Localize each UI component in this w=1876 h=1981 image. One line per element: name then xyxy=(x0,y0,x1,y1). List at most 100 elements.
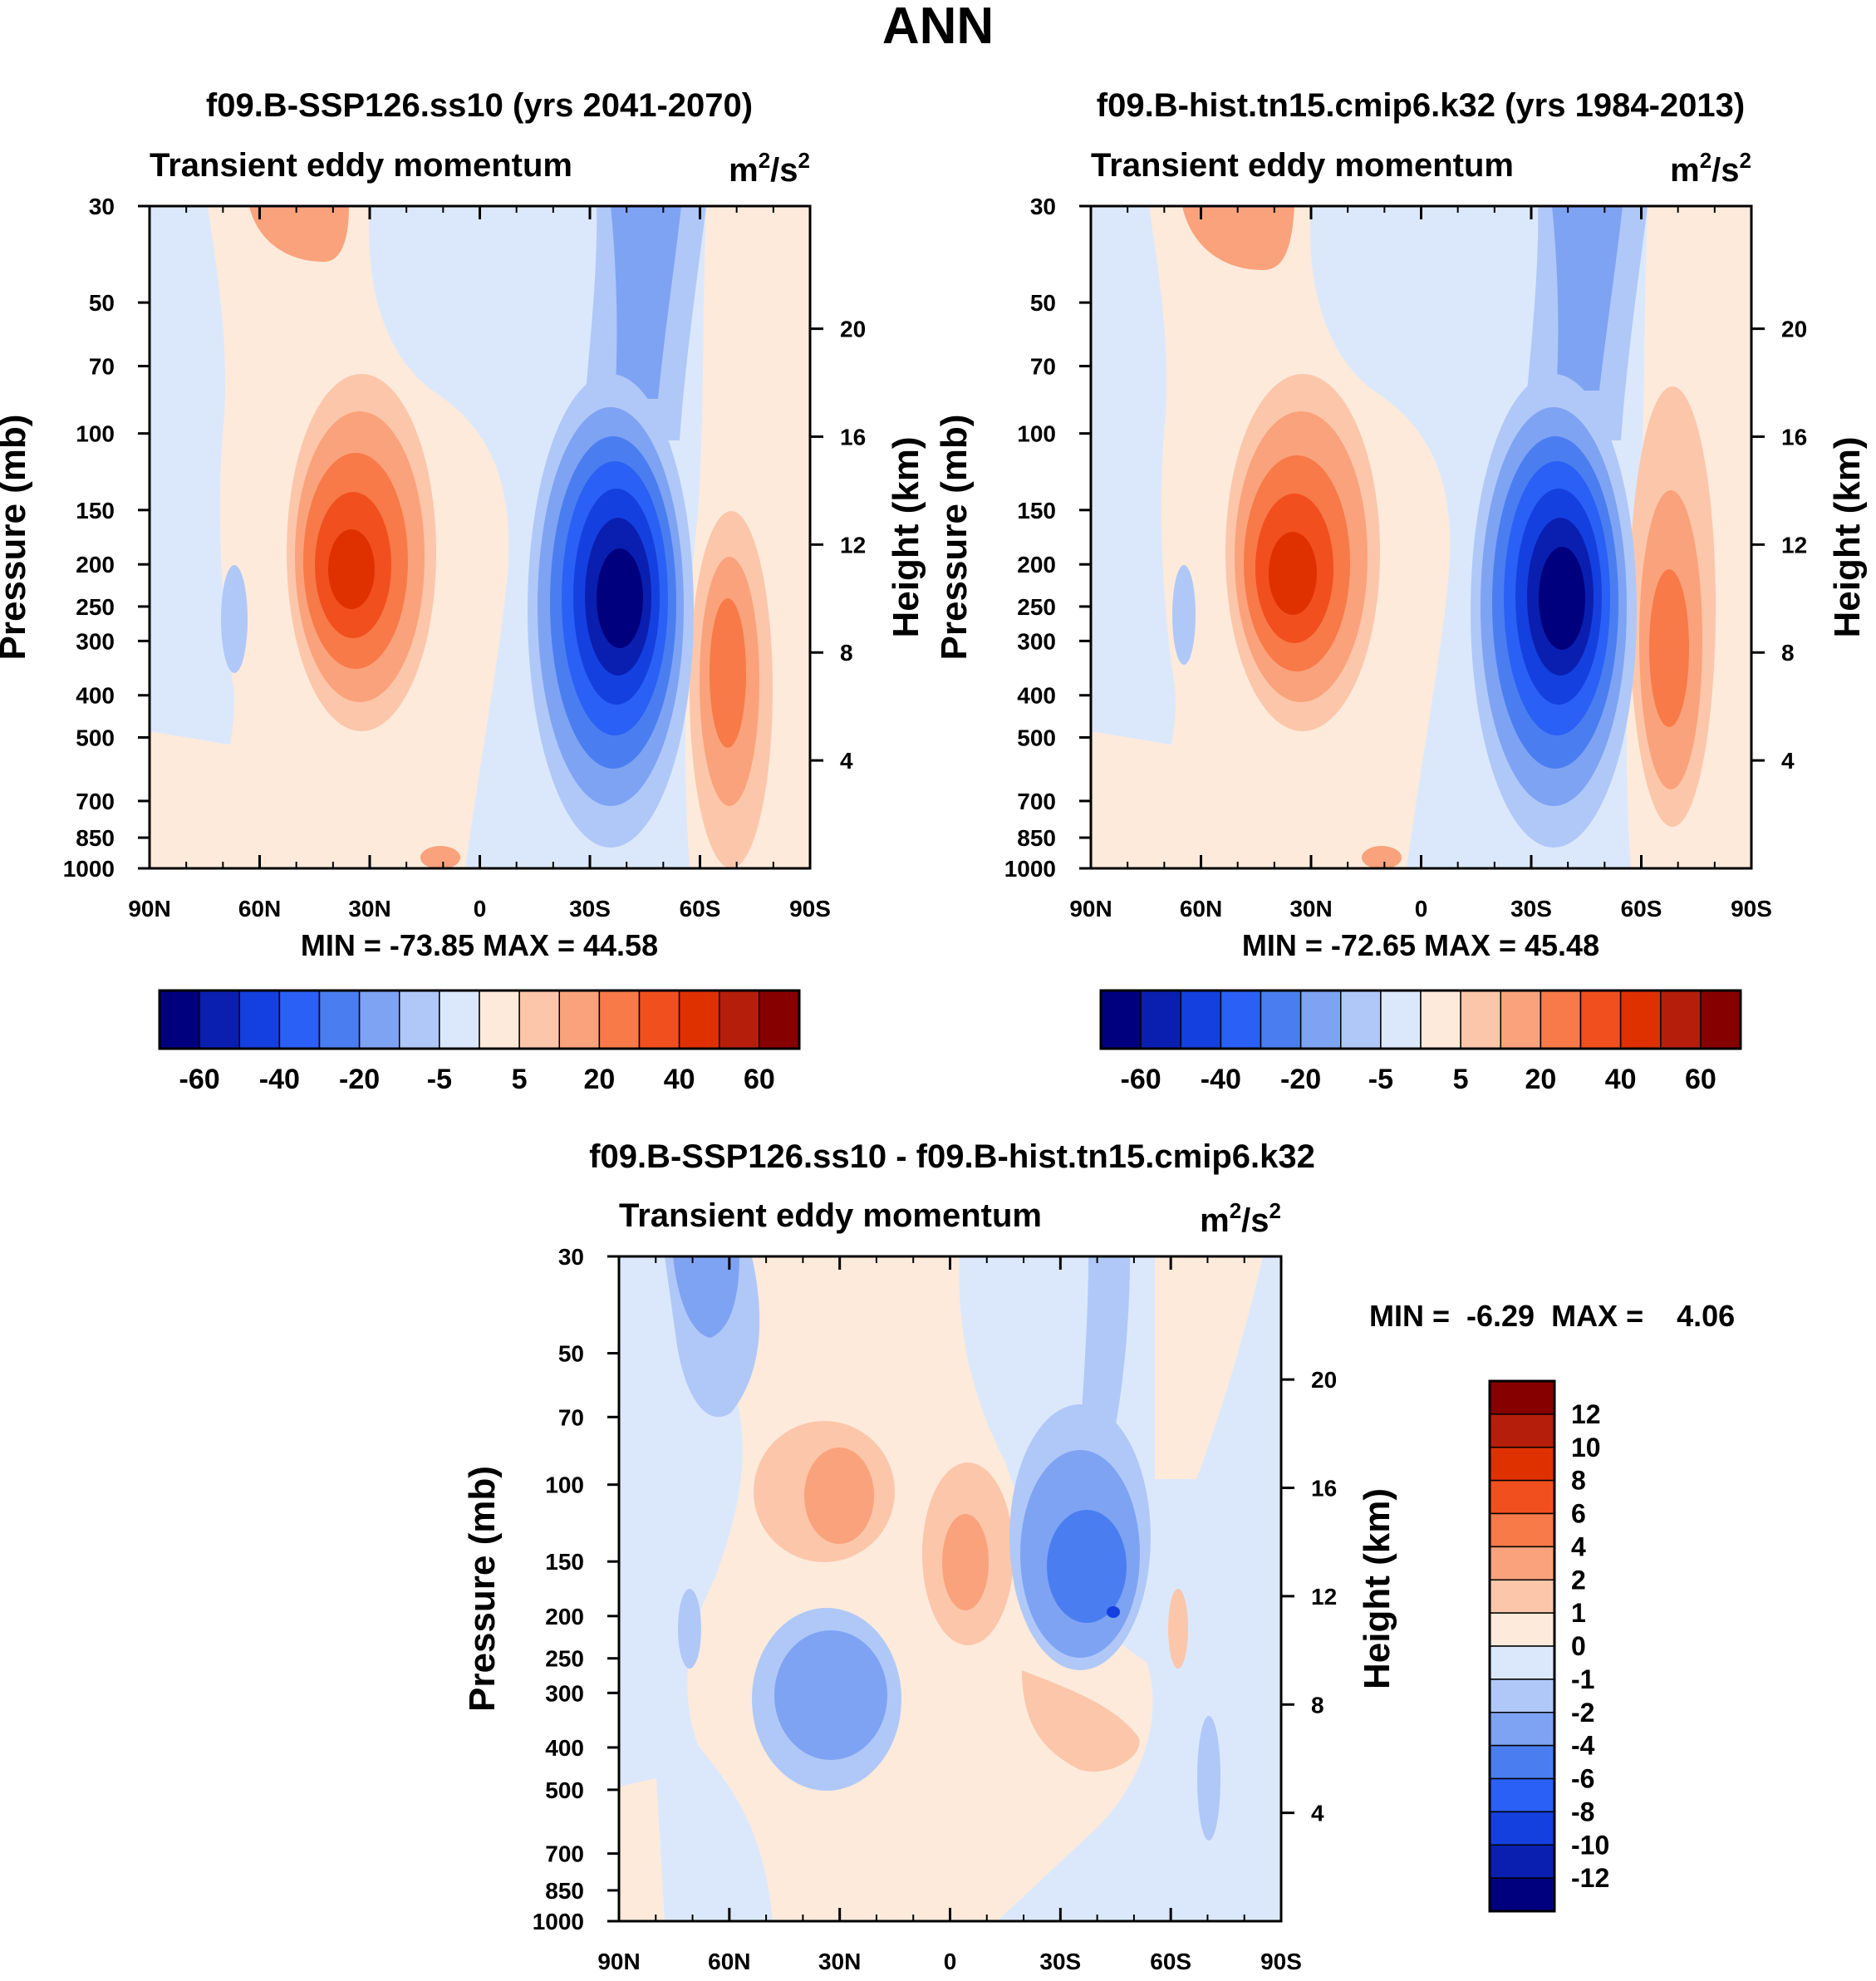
colorbar-label: -6 xyxy=(1571,1764,1594,1794)
y-axis-label-right: Height (km) xyxy=(886,437,926,638)
height-tick-label: 12 xyxy=(1311,1584,1337,1610)
colorbar-swatch xyxy=(1489,1546,1555,1580)
height-tick-label: 8 xyxy=(840,640,853,666)
colorbar-swatch xyxy=(1489,1380,1555,1415)
colorbar-swatch xyxy=(1380,990,1422,1049)
colorbar-swatch xyxy=(479,990,520,1049)
height-tick-label: 4 xyxy=(1311,1801,1324,1826)
colorbar-swatch xyxy=(1420,990,1461,1049)
y-axis-label-right: Height (km) xyxy=(1827,437,1868,638)
colorbar-swatch xyxy=(1489,1645,1555,1680)
colorbar-label: 60 xyxy=(744,1064,775,1095)
colorbar-swatch xyxy=(1260,990,1302,1049)
colorbar-swatch xyxy=(159,990,200,1049)
height-tick-label: 4 xyxy=(1781,748,1795,774)
lat-tick-label: 60N xyxy=(238,896,281,922)
pressure-tick-label: 250 xyxy=(76,594,115,620)
colorbar-label: 2 xyxy=(1571,1565,1586,1595)
height-tick-label: 8 xyxy=(1311,1692,1324,1718)
lat-tick-label: 30N xyxy=(818,1949,861,1974)
pressure-tick-label: 850 xyxy=(1017,825,1056,851)
pressure-tick-label: 100 xyxy=(545,1472,584,1498)
panel-bottom: f09.B-SSP126.ss10 - f09.B-hist.tn15.cmip… xyxy=(589,1138,1735,1923)
pressure-tick-label: 70 xyxy=(89,354,115,380)
pressure-tick-label: 400 xyxy=(545,1735,584,1761)
pressure-tick-label: 400 xyxy=(1017,683,1056,709)
pressure-tick-label: 500 xyxy=(545,1777,584,1803)
pressure-tick-label: 1000 xyxy=(1004,856,1056,882)
panel-title: f09.B-SSP126.ss10 (yrs 2041-2070) xyxy=(206,87,753,124)
pressure-tick-label: 1000 xyxy=(533,1909,584,1934)
pressure-tick-label: 1000 xyxy=(63,856,115,882)
colorbar-swatch xyxy=(1489,1612,1555,1647)
pressure-tick-label: 500 xyxy=(1017,725,1056,750)
lat-tick-label: 60S xyxy=(680,896,721,922)
height-tick-label: 20 xyxy=(840,317,866,342)
pressure-tick-label: 250 xyxy=(545,1646,584,1672)
colorbar-swatch xyxy=(358,990,400,1049)
colorbar-frame xyxy=(158,989,801,1050)
colorbar-swatch xyxy=(759,990,800,1049)
lat-tick-label: 60S xyxy=(1621,896,1662,922)
pressure-tick-label: 70 xyxy=(558,1404,584,1430)
panel-title: f09.B-hist.tn15.cmip6.k32 (yrs 1984-2013… xyxy=(1097,87,1745,124)
lat-tick-label: 60S xyxy=(1150,1949,1191,1974)
colorbar-label: -60 xyxy=(1121,1064,1161,1095)
colorbar-swatch xyxy=(1700,990,1741,1049)
lat-tick-label: 60N xyxy=(1180,896,1222,922)
colorbar-swatch xyxy=(1460,990,1501,1049)
colorbar-swatch xyxy=(1489,1811,1555,1846)
pressure-tick-label: 50 xyxy=(89,290,115,316)
panel-title: f09.B-SSP126.ss10 - f09.B-hist.tn15.cmip… xyxy=(589,1138,1315,1175)
colorbar-label: 5 xyxy=(512,1064,528,1095)
pressure-tick-label: 200 xyxy=(1017,552,1056,578)
pressure-tick-label: 150 xyxy=(1017,498,1056,524)
lat-tick-label: 30S xyxy=(1039,1949,1081,1974)
colorbar-label: 1 xyxy=(1571,1598,1586,1628)
lat-tick-label: 0 xyxy=(1415,896,1428,922)
height-tick-label: 16 xyxy=(1311,1476,1337,1502)
colorbar-swatch xyxy=(638,990,680,1049)
contour-field xyxy=(150,206,810,868)
colorbar-swatch xyxy=(1489,1877,1555,1912)
colorbar-label: 60 xyxy=(1685,1064,1716,1095)
colorbar-label: -20 xyxy=(339,1064,380,1095)
colorbar-swatch xyxy=(1489,1579,1555,1614)
height-tick-label: 20 xyxy=(1311,1367,1337,1393)
units-label: m2/s2 xyxy=(729,148,810,189)
pressure-tick-label: 250 xyxy=(1017,594,1056,620)
colorbar-swatch xyxy=(1489,1512,1555,1548)
colorbar-frame xyxy=(1099,989,1742,1050)
colorbar-swatch xyxy=(1489,1413,1555,1448)
pressure-tick-label: 700 xyxy=(1017,789,1056,814)
colorbar-label: 5 xyxy=(1453,1064,1469,1095)
pressure-tick-label: 150 xyxy=(545,1549,584,1575)
colorbar-label: -60 xyxy=(179,1064,220,1095)
height-tick-label: 16 xyxy=(840,424,866,450)
pressure-tick-label: 850 xyxy=(545,1878,584,1904)
pressure-tick-label: 70 xyxy=(1030,354,1056,380)
colorbar-swatch xyxy=(1489,1777,1555,1813)
colorbar-swatch xyxy=(1140,990,1181,1049)
colorbar-swatch xyxy=(1489,1447,1555,1482)
colorbar-swatch xyxy=(238,990,281,1049)
colorbar-swatch xyxy=(558,990,601,1049)
pressure-tick-label: 200 xyxy=(545,1604,584,1630)
pressure-tick-label: 100 xyxy=(76,421,115,447)
pressure-tick-label: 30 xyxy=(1030,194,1056,219)
pressure-tick-label: 200 xyxy=(76,552,115,578)
colorbar-swatch xyxy=(1489,1679,1555,1713)
contour-field xyxy=(619,1256,1281,1921)
pressure-tick-label: 30 xyxy=(89,194,115,219)
stats-text: MIN = -73.85 MAX = 44.58 xyxy=(301,928,658,962)
panel-subtitle: Transient eddy momentum xyxy=(619,1197,1042,1234)
colorbar-label: -10 xyxy=(1571,1830,1609,1860)
lat-tick-label: 90S xyxy=(789,896,831,922)
lat-tick-label: 30S xyxy=(1510,896,1552,922)
colorbar-label: 8 xyxy=(1571,1466,1586,1496)
height-tick-label: 8 xyxy=(1781,640,1795,666)
stats-text: MIN = -6.29 MAX = 4.06 xyxy=(1369,1299,1735,1333)
pressure-tick-label: 50 xyxy=(558,1341,584,1367)
colorbar-label: -2 xyxy=(1571,1698,1594,1728)
lat-tick-label: 30N xyxy=(348,896,390,922)
